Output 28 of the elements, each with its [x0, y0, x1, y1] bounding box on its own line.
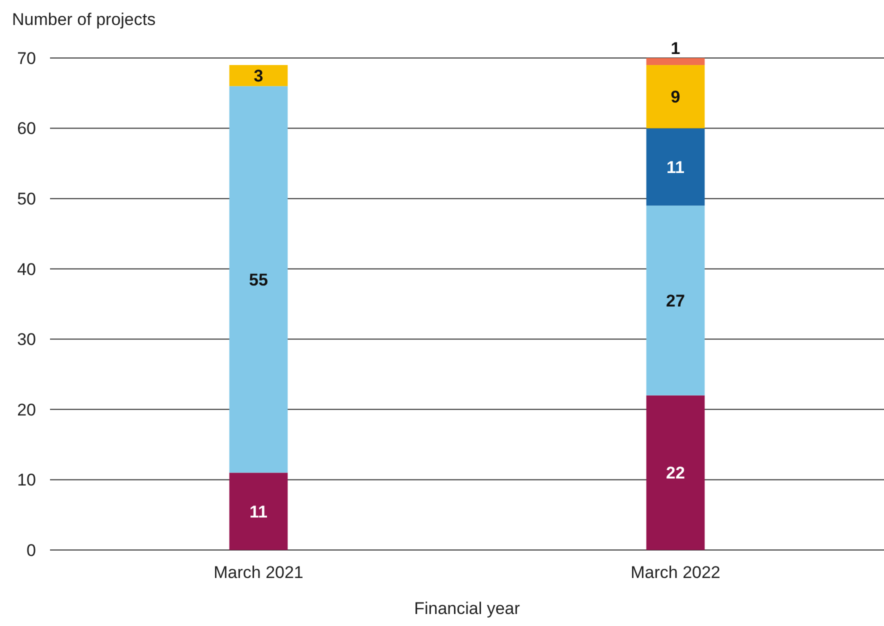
bar	[229, 65, 288, 86]
y-tick-label: 60	[17, 119, 36, 138]
bar	[229, 472, 288, 550]
data-label: 27	[666, 291, 685, 310]
y-axis-title: Number of projects	[12, 10, 156, 29]
y-tick-label: 0	[26, 540, 36, 560]
bar	[646, 128, 705, 206]
bar	[646, 206, 705, 396]
y-tick-label: 30	[17, 330, 36, 350]
bar	[646, 58, 705, 66]
bar	[646, 65, 705, 128]
y-tick-label: 20	[17, 400, 36, 420]
x-axis-title: Financial year	[414, 599, 520, 618]
y-tick-label: 10	[17, 470, 36, 490]
bar	[229, 86, 288, 473]
data-label: 3	[254, 66, 264, 86]
y-tick-label: 70	[17, 48, 36, 68]
data-label: 11	[250, 502, 268, 522]
y-tick-label: 40	[17, 260, 36, 279]
x-tick-label: March 2021	[214, 563, 304, 582]
y-tick-label: 50	[17, 190, 36, 209]
data-label: 11	[666, 158, 684, 177]
data-label: 55	[249, 270, 268, 290]
data-label: 9	[670, 88, 680, 107]
bar	[646, 395, 705, 550]
data-label: 22	[666, 464, 685, 483]
data-label: 1	[670, 38, 680, 58]
x-tick-label: March 2022	[630, 563, 720, 582]
